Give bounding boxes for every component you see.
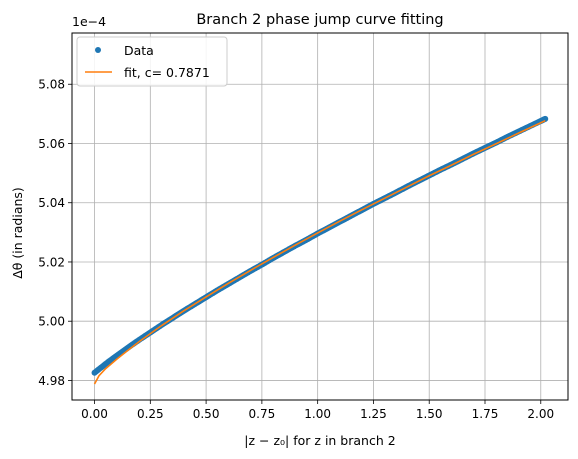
plot-area: [91, 115, 549, 385]
x-tick-label: 1.25: [360, 407, 387, 421]
series-layer: [91, 115, 549, 385]
x-tick-label: 0.50: [193, 407, 220, 421]
legend-marker-data: [95, 47, 101, 53]
y-offset-label: 1e−4: [72, 14, 106, 29]
y-tick-label: 5.06: [38, 137, 65, 151]
x-axis-ticks: 0.00 0.25 0.50 0.75 1.00 1.25 1.50 1.75 2.00: [81, 400, 554, 421]
x-axis-label: |z − z₀| for z in branch 2: [244, 433, 395, 448]
x-tick-label: 1.00: [304, 407, 331, 421]
grid-lines: [72, 33, 568, 400]
axes-frame: [71, 32, 569, 401]
y-tick-label: 5.02: [38, 255, 65, 269]
data-point: [542, 115, 549, 122]
legend: Data fit, c= 0.7871: [76, 36, 228, 87]
x-tick-label: 0.00: [81, 407, 108, 421]
y-tick-label: 4.98: [38, 374, 65, 388]
chart-title: Branch 2 phase jump curve fitting: [196, 12, 443, 28]
legend-label-data: Data: [124, 43, 154, 58]
y-axis-label: Δθ (in radians): [10, 187, 25, 279]
y-tick-label: 5.00: [38, 315, 65, 329]
y-tick-label: 5.08: [38, 78, 65, 92]
fit-line: [93, 119, 546, 385]
legend-label-fit: fit, c= 0.7871: [124, 65, 210, 80]
x-tick-label: 0.25: [137, 407, 164, 421]
y-tick-label: 5.04: [38, 196, 65, 210]
x-tick-label: 1.50: [416, 407, 443, 421]
x-tick-label: 2.00: [527, 407, 554, 421]
x-tick-label: 1.75: [472, 407, 499, 421]
legend-box: [76, 36, 228, 87]
y-axis-ticks: 4.98 5.00 5.02 5.04 5.06 5.08: [38, 78, 72, 388]
x-tick-label: 0.75: [249, 407, 276, 421]
